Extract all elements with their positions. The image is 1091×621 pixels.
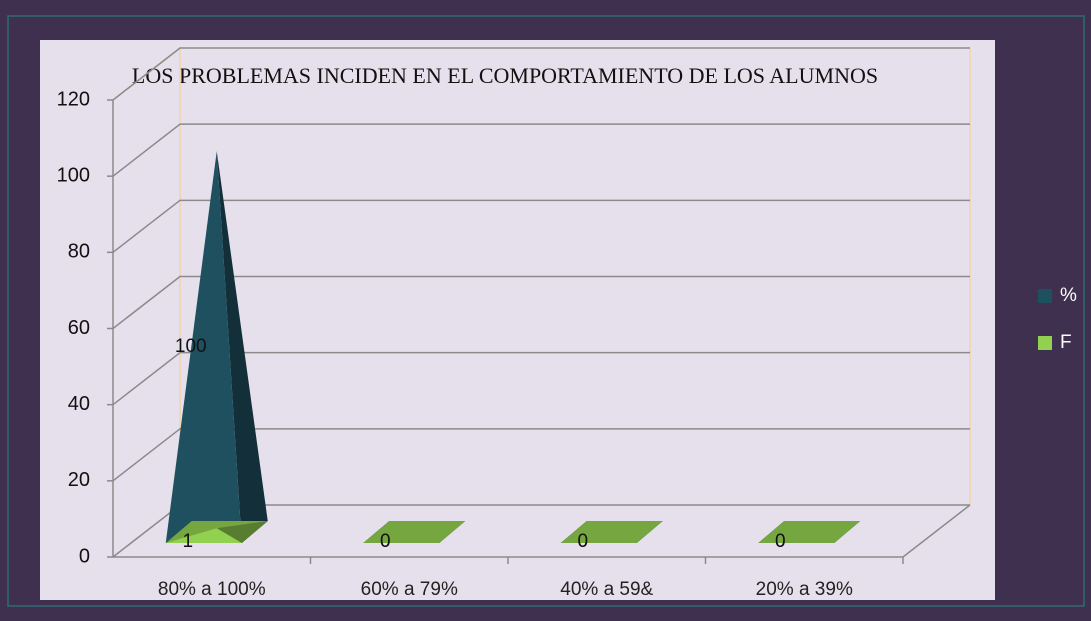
pyramid-face xyxy=(216,521,268,543)
pyramid xyxy=(363,521,466,543)
pyramid xyxy=(560,521,663,543)
pyramid-face xyxy=(560,521,663,543)
grid-line xyxy=(112,47,970,101)
chart-title: LOS PROBLEMAS INCIDEN EN EL COMPORTAMIEN… xyxy=(132,63,878,88)
pyramid xyxy=(165,521,268,543)
grid-line xyxy=(112,428,970,482)
x-tick-label: 60% a 79% xyxy=(361,579,458,600)
data-label: 0 xyxy=(577,531,588,552)
legend-swatch xyxy=(1038,289,1052,303)
grid-line xyxy=(112,123,970,177)
data-label: 1 xyxy=(182,531,193,552)
y-tick-label: 120 xyxy=(57,88,90,110)
legend-swatch xyxy=(1038,336,1052,350)
y-tick-label: 80 xyxy=(68,241,90,263)
frame xyxy=(7,15,1085,607)
grid-line xyxy=(112,275,970,330)
legend-label: F xyxy=(1060,332,1072,353)
x-tick-label: 80% a 100% xyxy=(158,579,266,600)
data-label: 100 xyxy=(175,336,207,357)
pyramid-face xyxy=(165,151,242,543)
pyramid-face xyxy=(758,521,861,543)
legend-label: % xyxy=(1060,285,1077,306)
grid-line xyxy=(112,351,970,406)
data-label: 0 xyxy=(380,531,391,552)
y-tick-label: 0 xyxy=(79,545,90,567)
y-tick-label: 40 xyxy=(68,393,90,415)
y-tick-label: 100 xyxy=(57,164,90,186)
y-tick-label: 20 xyxy=(68,469,90,491)
pyramid-face xyxy=(363,521,466,543)
pyramid xyxy=(758,521,861,543)
grid-line xyxy=(112,199,970,253)
x-tick-label: 40% a 59& xyxy=(560,579,653,600)
data-label: 0 xyxy=(775,531,786,552)
y-tick-label: 60 xyxy=(68,317,90,339)
pyramid-face xyxy=(216,151,268,543)
x-tick-label: 20% a 39% xyxy=(756,579,853,600)
pyramid-face xyxy=(165,528,242,543)
